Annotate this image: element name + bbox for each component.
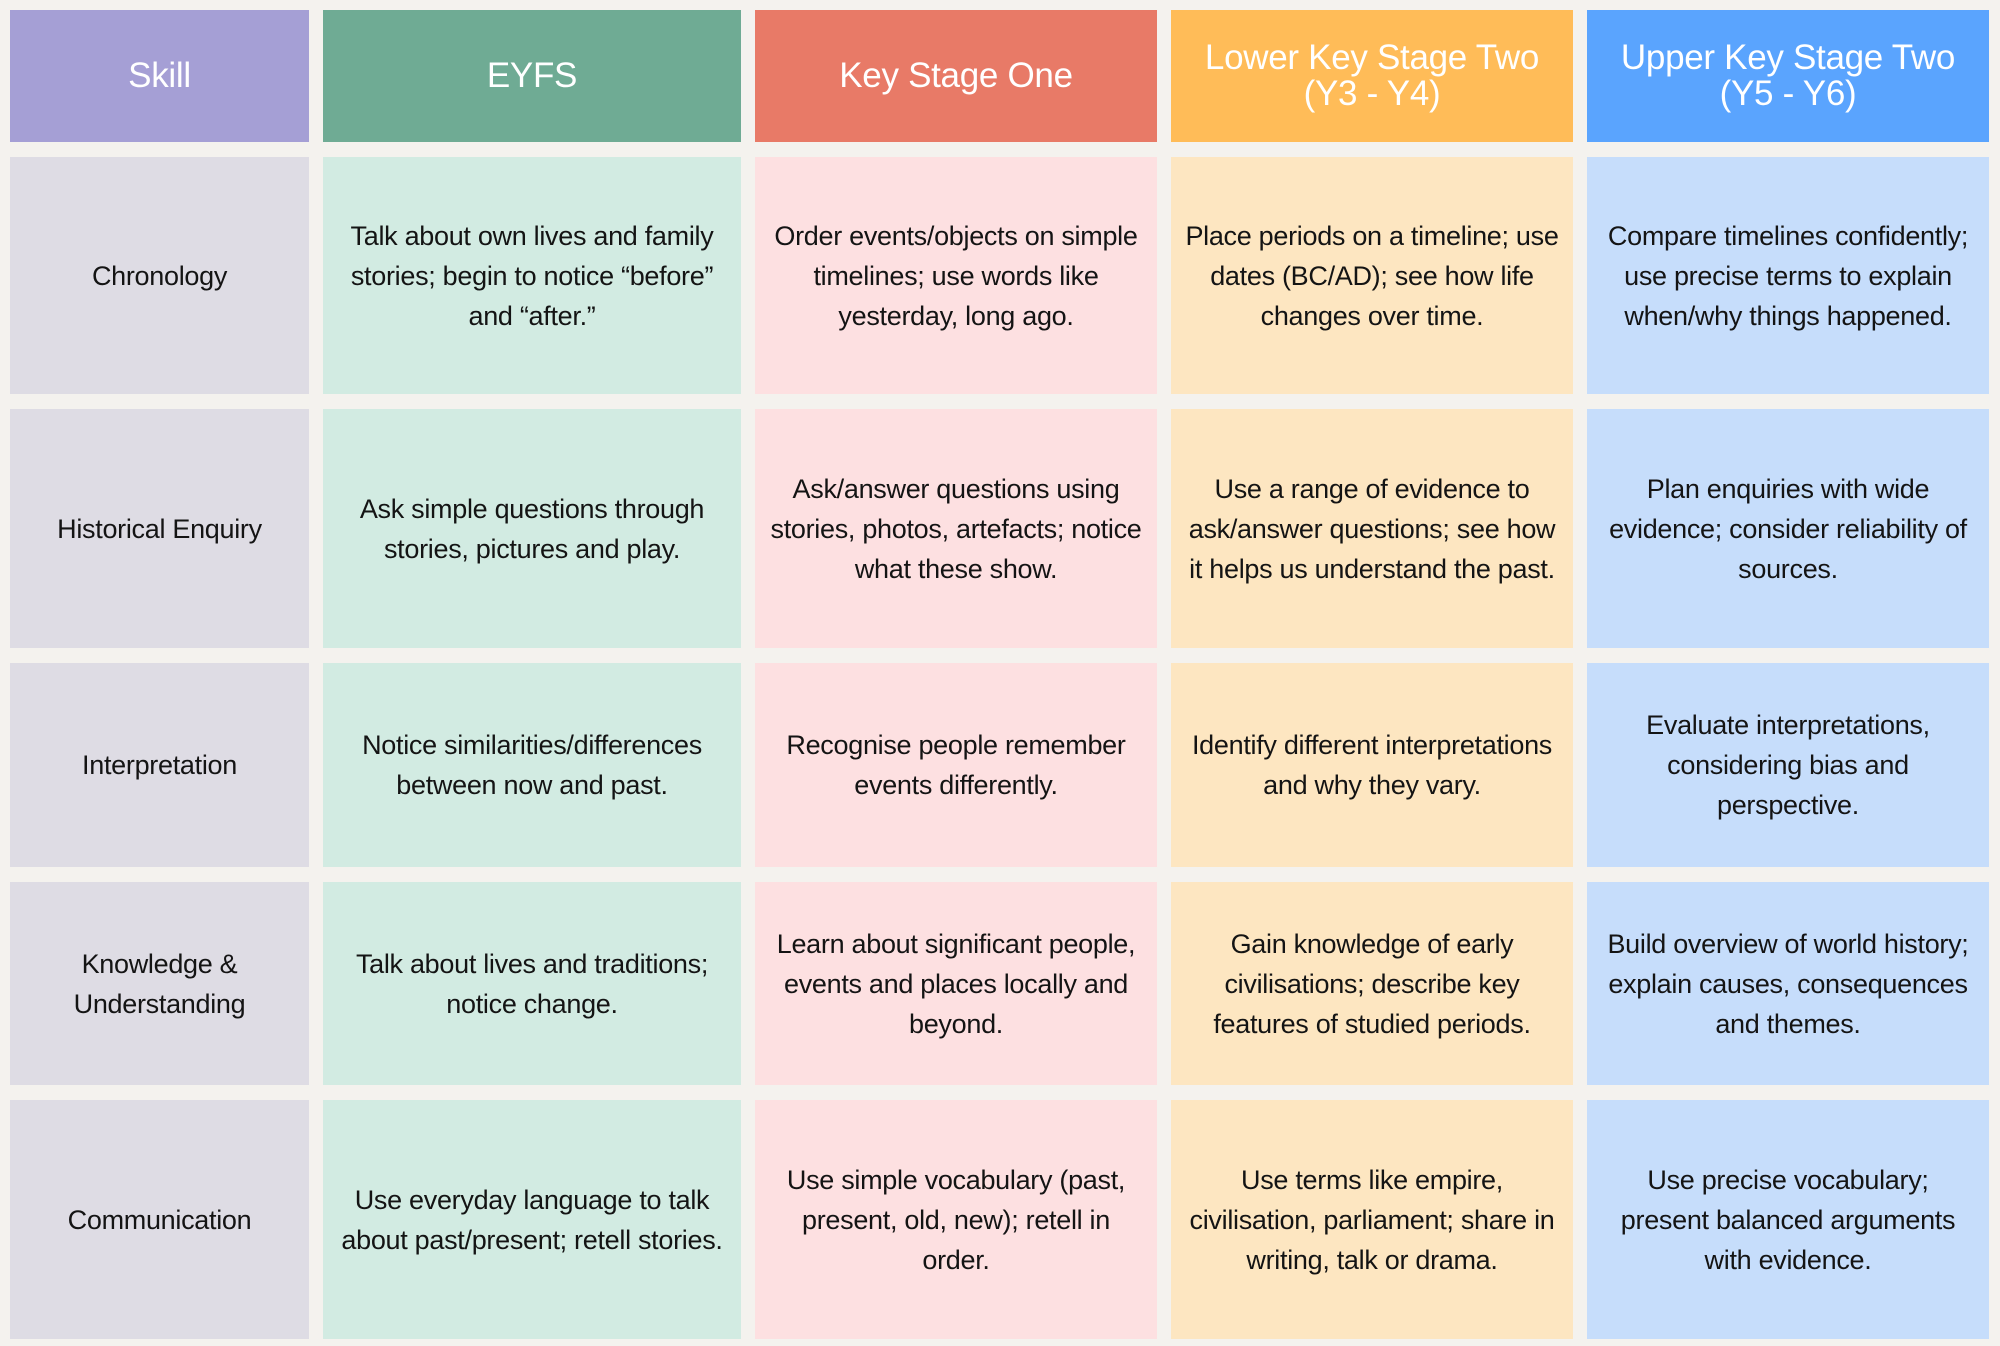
header-skill: Skill: [10, 10, 309, 142]
table-cell-upper-key-stage-two: Use precise vocabulary; present balanced…: [1587, 1100, 1989, 1339]
history-skills-table: Skill EYFS Key Stage One Lower Key Stage Tw…: [10, 10, 1990, 1339]
table-cell-upper-key-stage-two: Plan enquiries with wide evidence; consi…: [1587, 409, 1989, 648]
table-cell-key-stage-one: Learn about significant people, events a…: [755, 882, 1157, 1085]
header-eyfs: EYFS: [323, 10, 741, 142]
table-cell-lower-key-stage-two: Use a range of evidence to ask/answer qu…: [1171, 409, 1573, 648]
table-cell-lower-key-stage-two: Identify different interpretations and w…: [1171, 663, 1573, 867]
table-cell-lower-key-stage-two: Use terms like empire, civilisation, par…: [1171, 1100, 1573, 1339]
skill-name-cell: Interpretation: [10, 663, 309, 867]
table-cell-eyfs: Ask simple questions through stories, pi…: [323, 409, 741, 648]
skill-name-cell: Knowledge & Understanding: [10, 882, 309, 1085]
table-cell-eyfs: Talk about lives and traditions; notice …: [323, 882, 741, 1085]
skill-name-cell: Communication: [10, 1100, 309, 1339]
table-cell-lower-key-stage-two: Gain knowledge of early civilisations; d…: [1171, 882, 1573, 1085]
table-cell-upper-key-stage-two: Build overview of world history; explain…: [1587, 882, 1989, 1085]
table-cell-upper-key-stage-two: Compare timelines confidently; use preci…: [1587, 157, 1989, 394]
header-upper-key-stage-two: Upper Key Stage Two (Y5 - Y6): [1587, 10, 1989, 142]
skill-name-cell: Chronology: [10, 157, 309, 394]
table-cell-lower-key-stage-two: Place periods on a timeline; use dates (…: [1171, 157, 1573, 394]
table-cell-key-stage-one: Order events/objects on simple timelines…: [755, 157, 1157, 394]
table-cell-eyfs: Talk about own lives and family stories;…: [323, 157, 741, 394]
table-cell-eyfs: Use everyday language to talk about past…: [323, 1100, 741, 1339]
header-key-stage-one: Key Stage One: [755, 10, 1157, 142]
table-cell-key-stage-one: Use simple vocabulary (past, present, ol…: [755, 1100, 1157, 1339]
table-cell-key-stage-one: Recognise people remember events differe…: [755, 663, 1157, 867]
table-cell-key-stage-one: Ask/answer questions using stories, phot…: [755, 409, 1157, 648]
header-lower-key-stage-two: Lower Key Stage Two (Y3 - Y4): [1171, 10, 1573, 142]
table-cell-eyfs: Notice similarities/differences between …: [323, 663, 741, 867]
table-cell-upper-key-stage-two: Evaluate interpretations, considering bi…: [1587, 663, 1989, 867]
skill-name-cell: Historical Enquiry: [10, 409, 309, 648]
